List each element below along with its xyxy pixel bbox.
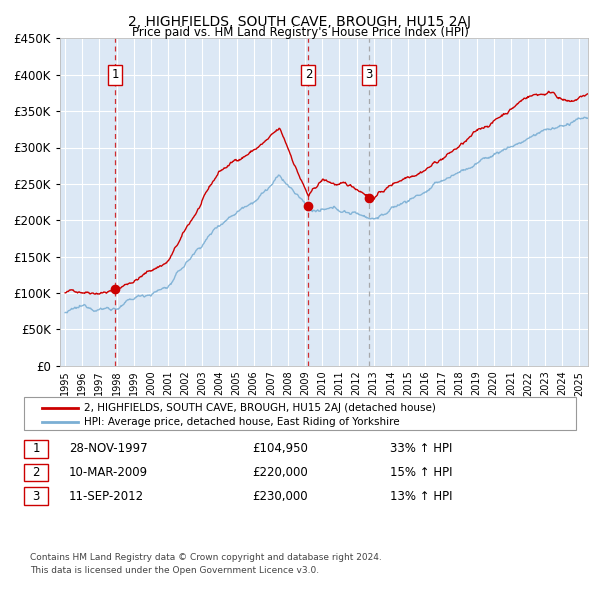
Text: 11-SEP-2012: 11-SEP-2012 — [69, 490, 144, 503]
Text: £220,000: £220,000 — [252, 466, 308, 479]
Text: 1: 1 — [32, 442, 40, 455]
Text: This data is licensed under the Open Government Licence v3.0.: This data is licensed under the Open Gov… — [30, 566, 319, 575]
Text: 10-MAR-2009: 10-MAR-2009 — [69, 466, 148, 479]
Text: 2, HIGHFIELDS, SOUTH CAVE, BROUGH, HU15 2AJ: 2, HIGHFIELDS, SOUTH CAVE, BROUGH, HU15 … — [128, 15, 472, 29]
Text: £104,950: £104,950 — [252, 442, 308, 455]
Text: 13% ↑ HPI: 13% ↑ HPI — [390, 490, 452, 503]
Text: Price paid vs. HM Land Registry's House Price Index (HPI): Price paid vs. HM Land Registry's House … — [131, 26, 469, 39]
Text: 2, HIGHFIELDS, SOUTH CAVE, BROUGH, HU15 2AJ (detached house): 2, HIGHFIELDS, SOUTH CAVE, BROUGH, HU15 … — [84, 404, 436, 413]
Text: Contains HM Land Registry data © Crown copyright and database right 2024.: Contains HM Land Registry data © Crown c… — [30, 553, 382, 562]
Text: 2, HIGHFIELDS, SOUTH CAVE, BROUGH, HU15 2AJ (detached house): 2, HIGHFIELDS, SOUTH CAVE, BROUGH, HU15 … — [84, 404, 436, 413]
Text: 2: 2 — [32, 466, 40, 479]
Text: 15% ↑ HPI: 15% ↑ HPI — [390, 466, 452, 479]
Text: 3: 3 — [365, 68, 372, 81]
Text: 2: 2 — [305, 68, 312, 81]
Text: 33% ↑ HPI: 33% ↑ HPI — [390, 442, 452, 455]
Text: HPI: Average price, detached house, East Riding of Yorkshire: HPI: Average price, detached house, East… — [84, 417, 400, 427]
Text: 3: 3 — [32, 490, 40, 503]
Text: HPI: Average price, detached house, East Riding of Yorkshire: HPI: Average price, detached house, East… — [84, 417, 400, 427]
Text: 1: 1 — [111, 68, 119, 81]
Text: £230,000: £230,000 — [252, 490, 308, 503]
Text: 28-NOV-1997: 28-NOV-1997 — [69, 442, 148, 455]
